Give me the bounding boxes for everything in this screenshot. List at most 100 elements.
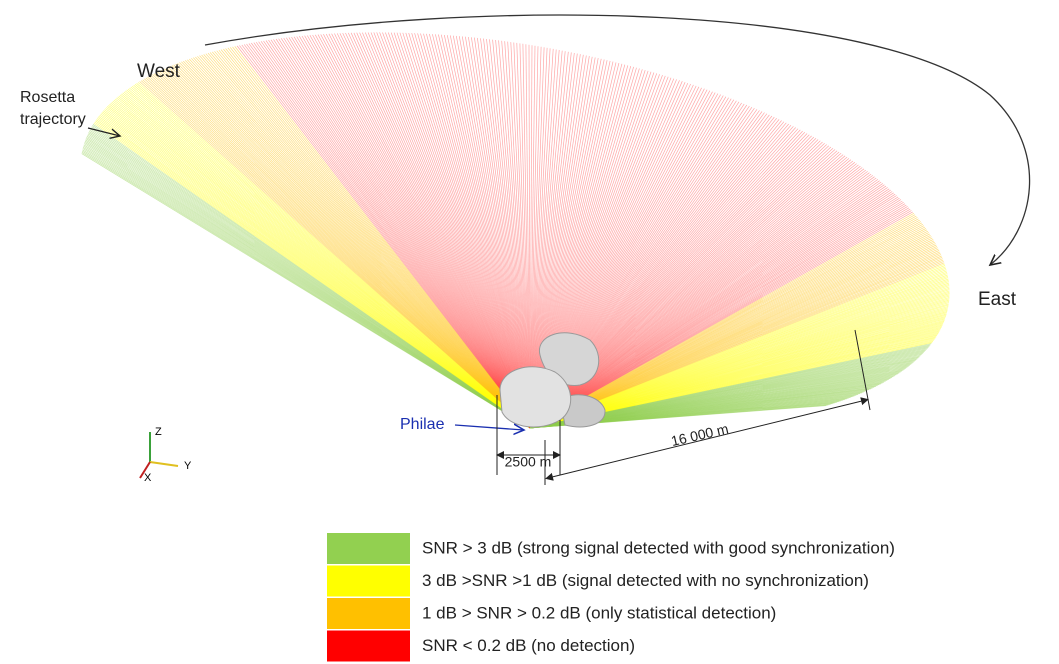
ray [529, 210, 912, 429]
axis-y: Y [184, 460, 192, 472]
east-label: East [978, 289, 1017, 310]
ray [309, 35, 531, 429]
ray [443, 34, 531, 429]
ray [390, 32, 531, 429]
ray [529, 49, 557, 429]
ray [529, 206, 908, 429]
ray [529, 203, 906, 429]
rosetta-label: trajectory [20, 111, 86, 128]
ray [529, 57, 596, 429]
ray [253, 42, 531, 429]
ray [471, 37, 531, 429]
ray [296, 36, 531, 429]
ray [455, 35, 531, 429]
ray [529, 61, 614, 429]
ray [529, 167, 863, 429]
philae-arrow [454, 425, 524, 430]
legend-swatch [327, 630, 410, 662]
ray [283, 37, 531, 429]
ray [370, 32, 531, 429]
ray [323, 34, 531, 429]
ray [265, 40, 531, 429]
ray [529, 175, 874, 429]
ray [440, 34, 531, 429]
ray [513, 42, 531, 429]
ray [461, 36, 531, 429]
ray [220, 49, 531, 429]
trajectory-arc [204, 14, 1031, 265]
ray [477, 37, 531, 429]
ray [529, 46, 542, 429]
ray [507, 41, 531, 429]
ray [278, 38, 531, 429]
ray [385, 32, 531, 429]
ray [396, 32, 531, 429]
ray [529, 185, 887, 429]
ray [510, 42, 531, 429]
ray [402, 32, 531, 429]
ray [529, 180, 880, 429]
ray [239, 45, 531, 429]
ray [529, 47, 545, 429]
ray [529, 165, 861, 429]
ray [298, 36, 531, 429]
legend-label: 1 dB > SNR > 0.2 dB (only statistical de… [422, 603, 776, 622]
ray [449, 35, 531, 429]
ray [382, 32, 531, 429]
ray [529, 56, 590, 429]
ray [529, 200, 903, 429]
axes-icon: Z Y X [139, 426, 192, 484]
ray [501, 40, 531, 429]
ray [387, 32, 531, 429]
ray [286, 37, 531, 429]
ray [529, 168, 865, 429]
ray [288, 37, 531, 429]
ray [498, 40, 531, 429]
ray [529, 187, 888, 429]
legend-label: 3 dB >SNR >1 dB (signal detected with no… [422, 571, 869, 590]
ray [529, 191, 893, 429]
ray [458, 36, 531, 429]
ray [270, 39, 531, 429]
ray [417, 33, 531, 429]
ray [529, 192, 894, 429]
ray [243, 44, 531, 429]
ray [525, 44, 531, 429]
ray [423, 33, 531, 429]
legend-swatch [327, 533, 410, 564]
ray [328, 33, 531, 429]
ray [258, 41, 531, 429]
ray [529, 45, 533, 429]
ray [529, 164, 859, 429]
ray [236, 45, 531, 429]
ray [411, 32, 531, 429]
ray [529, 52, 575, 429]
ray [529, 54, 581, 429]
ray [529, 176, 875, 429]
ray [529, 171, 868, 429]
ray [227, 47, 531, 429]
ray [529, 189, 891, 429]
rosetta-label: Rosetta [20, 89, 75, 106]
ray [268, 39, 531, 429]
ray [529, 56, 593, 429]
ray [529, 208, 911, 429]
ray [529, 204, 907, 429]
ray [405, 32, 531, 429]
ray [399, 32, 531, 429]
ray [320, 34, 531, 429]
ray [364, 32, 531, 429]
ray [263, 40, 531, 429]
ray [529, 172, 870, 429]
ray [492, 39, 531, 429]
ray [529, 47, 548, 429]
ray [334, 33, 531, 429]
ray [529, 51, 569, 429]
ray [529, 53, 578, 429]
ray [529, 196, 899, 429]
axis-z: Z [155, 426, 162, 438]
ray [529, 55, 587, 429]
ray [446, 35, 531, 429]
ray [529, 173, 872, 429]
ray [379, 32, 531, 429]
